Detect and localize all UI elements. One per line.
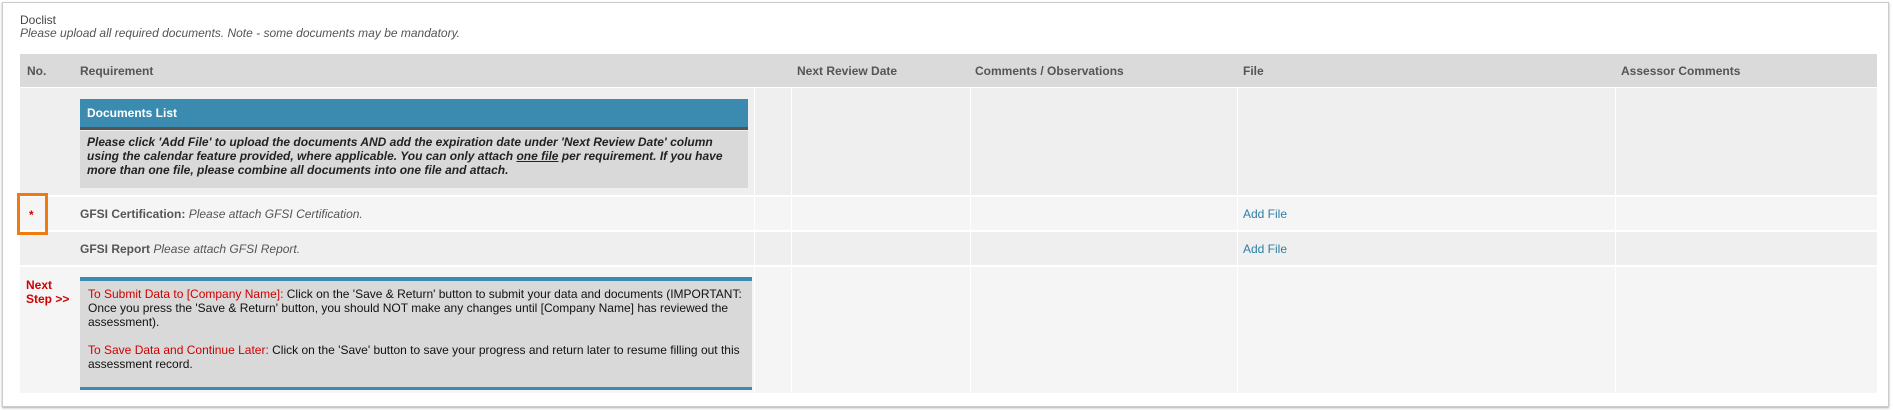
text: Please attach GFSI Certification. [188, 207, 363, 221]
row [20, 197, 1877, 230]
col-header: Comments / Observations [975, 64, 1124, 78]
save-instruction: To Save Data and Continue Later: Click o… [88, 343, 744, 371]
requirement: GFSI Certification: Please attach GFSI C… [80, 207, 363, 221]
col-header: File [1243, 64, 1264, 78]
docs-list-title: Documents List [87, 106, 178, 120]
row [20, 232, 1877, 265]
text: Click on the 'Save & Return' button to s… [88, 287, 742, 329]
separator [1615, 88, 1616, 393]
next-step-label: Next Step >> [26, 278, 70, 306]
col-header: Next Review Date [797, 64, 898, 78]
next-step-box: To Submit Data to [Company Name]: Click … [80, 277, 752, 390]
text: per requirement. If you have more than o… [87, 149, 723, 177]
text: one file [516, 149, 559, 163]
add-file-link[interactable]: Add File [1243, 242, 1288, 256]
subtitle: Please upload all required documents. No… [20, 26, 461, 40]
separator [970, 88, 971, 393]
text: Click on the 'Save' button to save your … [88, 343, 740, 371]
docs-list-header: Documents List [80, 99, 748, 130]
docs-list-body: Please click 'Add File' to upload the do… [80, 131, 748, 188]
text: To Save Data and Continue Later: [88, 343, 269, 357]
title: Doclist [20, 13, 57, 27]
requirement: GFSI Report Please attach GFSI Report. [80, 242, 300, 256]
required-marker: * [29, 208, 34, 222]
text: To Submit Data to [Company Name]: [88, 287, 284, 301]
highlight-box [17, 193, 48, 235]
add-file-link[interactable]: Add File [1243, 207, 1288, 221]
text: GFSI Certification: [80, 207, 186, 221]
text: Please attach GFSI Report. [153, 242, 301, 256]
separator [754, 88, 755, 393]
separator [791, 88, 792, 393]
text: GFSI Report [80, 242, 151, 256]
text: Please click 'Add File' to upload the do… [87, 135, 713, 163]
col-header: Requirement [80, 64, 154, 78]
submit-instruction: To Submit Data to [Company Name]: Click … [88, 287, 744, 329]
col-header: No. [27, 64, 47, 78]
header-row [20, 54, 1877, 87]
separator [1237, 88, 1238, 393]
col-header: Assessor Comments [1621, 64, 1741, 78]
